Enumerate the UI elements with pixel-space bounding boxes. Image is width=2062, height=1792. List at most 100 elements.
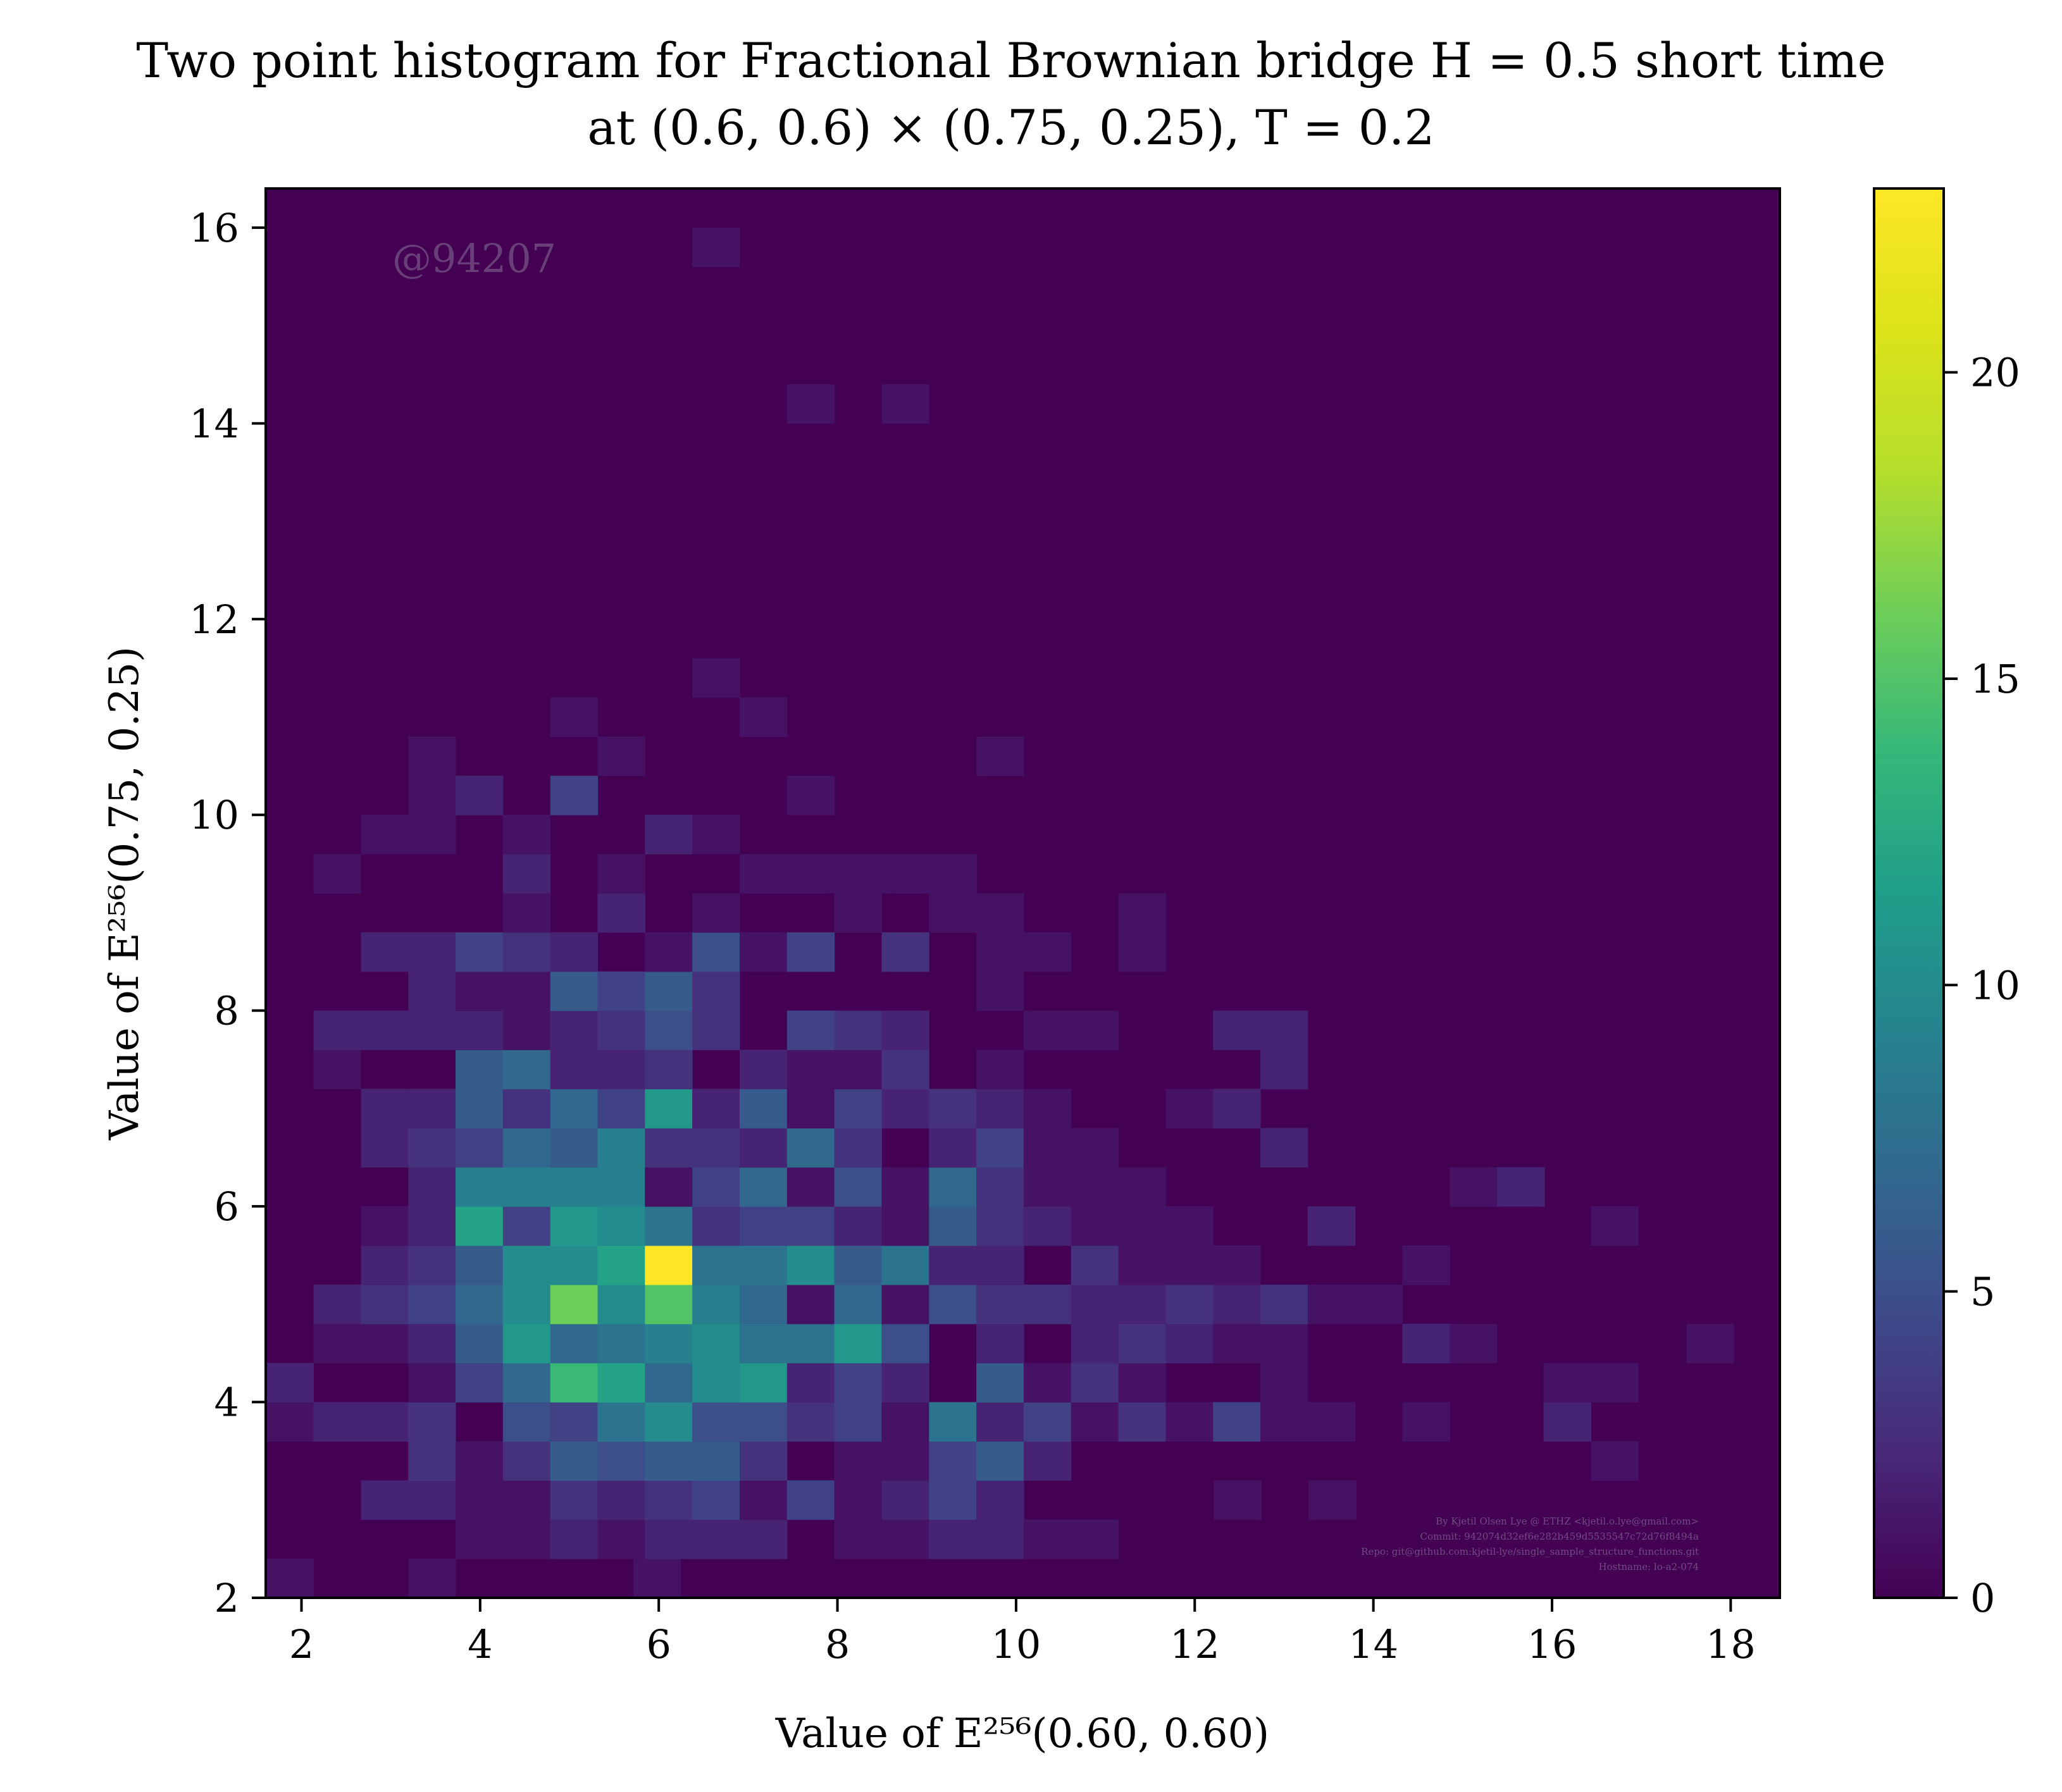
histogram-cell [834,1441,882,1481]
histogram-cell [1497,1167,1545,1207]
histogram-cell [408,1284,456,1325]
histogram-cell [313,1049,361,1090]
histogram-cell [929,1402,977,1442]
x-tick-label: 6 [646,1621,671,1667]
histogram-cell [597,971,645,1011]
histogram-cell [786,1206,835,1246]
histogram-cell [881,1402,929,1442]
y-tick-label: 14 [189,400,239,447]
histogram-cell [645,815,693,855]
x-axis-label: Value of E²⁵⁶(0.60, 0.60) [775,1710,1269,1757]
histogram-cell [1071,1363,1119,1403]
histogram-cell [1023,1128,1072,1168]
histogram-cell [456,1323,504,1364]
histogram-cell [361,1128,409,1168]
histogram-cell [1118,1323,1166,1364]
histogram-cell [929,1089,977,1128]
histogram-cell [456,1010,504,1051]
colorbar-tick-label: 15 [1970,656,2020,702]
histogram-cell [881,1519,929,1559]
histogram-cell [740,1480,788,1520]
histogram-cell [597,1089,645,1128]
histogram-cell [550,776,599,815]
histogram-cell [786,1323,835,1364]
histogram-cell [786,384,835,424]
histogram-cell [740,1089,788,1128]
colorbar-tick-label: 5 [1970,1269,1995,1315]
histogram-cell [361,815,409,855]
histogram-cell [929,1441,977,1481]
histogram-cell [502,1284,551,1325]
histogram-cell [597,1284,645,1325]
histogram-cell [1071,1167,1119,1207]
histogram-cell [692,971,740,1011]
histogram-cell [1260,1128,1308,1168]
histogram-cell [881,1323,929,1364]
histogram-cell [1023,932,1072,972]
histogram-cell [834,1167,882,1207]
y-tick-label: 8 [214,988,239,1034]
histogram-cell [550,1049,599,1090]
histogram-cell [834,1089,882,1128]
histogram-cell [1213,1284,1261,1325]
histogram-cell [456,971,504,1011]
histogram-cell [408,971,456,1011]
histogram-cell [834,1049,882,1090]
histogram-cell [976,1167,1024,1207]
histogram-cell [1165,1206,1214,1246]
histogram-cell [976,1049,1024,1090]
histogram-cell [408,815,456,855]
histogram-cell [976,971,1024,1011]
histogram-cell [834,1245,882,1285]
histogram-cell [313,1323,361,1364]
histogram-cell [1118,932,1166,972]
histogram-cell [361,932,409,972]
histogram-cell [786,854,835,894]
histogram-cell [266,1402,314,1442]
histogram-cell [456,1049,504,1090]
histogram-cell [834,1480,882,1520]
histogram-cell [740,1441,788,1481]
histogram-cell [313,854,361,894]
histogram-cell [834,1284,882,1325]
colorbar-tick-label: 20 [1970,350,2020,396]
histogram-cell [881,1363,929,1403]
histogram-cell [834,1363,882,1403]
histogram-cell [881,384,929,424]
histogram-cell [834,1323,882,1364]
histogram-cell [550,1245,599,1285]
histogram-cell [1023,1519,1072,1559]
histogram-cell [550,1089,599,1128]
histogram-cell [408,1559,456,1598]
histogram-cell [786,1363,835,1403]
histogram-cell [834,1206,882,1246]
histogram-cell [786,1089,835,1128]
colorbar-tick-label: 0 [1970,1575,1995,1621]
histogram-cell [361,1010,409,1051]
histogram-cell [1450,1323,1498,1364]
histogram-cell [645,1128,693,1168]
histogram-cell [692,1167,740,1207]
histogram-cell [1071,1284,1119,1325]
histogram-cell [1543,1363,1591,1403]
histogram-cell [1402,1245,1450,1285]
histogram-cell [1118,1167,1166,1207]
histogram-cell [740,1128,788,1168]
y-axis-label: Value of E²⁵⁶(0.75, 0.25) [101,646,148,1140]
histogram-cell [266,1559,314,1598]
histogram-cell [550,1010,599,1051]
histogram-cell [881,1441,929,1481]
histogram-cell [456,1363,504,1403]
histogram-cell [597,1323,645,1364]
histogram-cell [313,1284,361,1325]
chart-title-line-2: at (0.6, 0.6) × (0.75, 0.25), T = 0.2 [587,99,1434,156]
histogram-cell [361,1402,409,1442]
histogram-cell [692,1128,740,1168]
histogram-cell [597,1049,645,1090]
histogram-cell [597,1206,645,1246]
histogram-cell [929,1128,977,1168]
histogram-cell [834,1010,882,1051]
histogram-cell [1214,1480,1262,1520]
histogram-cell [408,1441,456,1481]
